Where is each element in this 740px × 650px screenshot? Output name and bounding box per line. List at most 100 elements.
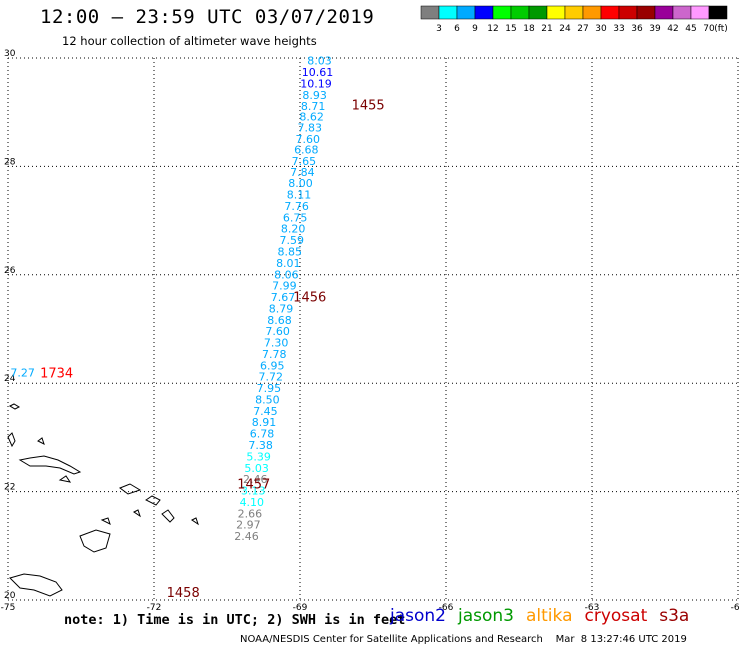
wave-height-value: 7.30: [264, 337, 289, 350]
scale-tick-label: 36: [631, 24, 643, 34]
satellite-legend-item: jason2: [390, 606, 446, 626]
wave-height-value: 7.78: [262, 348, 287, 361]
coastline-island-b: [161, 509, 175, 523]
wave-height-value: 7.83: [297, 121, 322, 134]
wave-height-value: 8.20: [281, 223, 306, 236]
scale-tick-label: 6: [454, 24, 460, 34]
scale-tick-label: 30: [595, 24, 607, 34]
wave-height-value: 8.85: [278, 245, 303, 258]
wave-height-value: 7.59: [279, 234, 304, 247]
wave-height-value: 2.46: [234, 530, 259, 543]
scale-tick-label: 15: [505, 24, 516, 34]
longitude-tick-label: -69: [293, 603, 308, 610]
wave-height-value: 8.71: [301, 100, 326, 113]
wave-height-value: 3.13: [241, 485, 266, 498]
wave-height-value: 7.27: [10, 366, 35, 379]
wave-height-value: 4.10: [240, 496, 265, 509]
coastline-bahamas-2: [7, 432, 16, 448]
lat-lon-grid: [7, 57, 739, 601]
longitude-tick-label: -63: [585, 603, 600, 610]
wave-height-map: -75 -72 -69 -66 -63 -60 30 28 26 24 22 20 8.0310.61…: [1, 49, 740, 610]
wave-height-value: 8.03: [307, 55, 332, 68]
coastline-cuba: [18, 455, 82, 475]
wave-height-value: 2.46: [243, 473, 268, 486]
latitude-tick-label: 22: [4, 483, 15, 493]
satellite-legend: jason2 jason3 altika cryosat s3a: [390, 606, 701, 626]
land-outlines: [7, 403, 199, 597]
wave-height-value: 10.19: [300, 77, 332, 90]
footer-credit: NOAA/NESDIS Center for Satellite Applica…: [240, 634, 687, 645]
page-subtitle: 12 hour collection of altimeter wave hei…: [62, 34, 317, 48]
wave-height-value: 10.61: [302, 66, 334, 79]
scale-tick-label: 45: [685, 24, 696, 34]
scale-tick-label: 33: [613, 24, 624, 34]
wave-height-value: 7.67: [271, 291, 296, 304]
coastline-hispaniola-north: [79, 529, 111, 553]
satellite-legend-item: s3a: [659, 606, 690, 626]
coastline-island-d: [191, 517, 199, 526]
satellite-legend-item: altika: [526, 606, 573, 626]
wave-height-value: 6.95: [260, 359, 285, 372]
wave-height-value: 6.78: [250, 428, 275, 441]
scale-tick-label: 18: [523, 24, 535, 34]
wave-height-value: 5.03: [244, 462, 269, 475]
wave-height-value: 6.68: [294, 144, 319, 157]
pass-time-label: 1734: [40, 366, 73, 381]
coastline-turks: [118, 483, 142, 495]
pass-time-label: 1458: [167, 586, 200, 601]
wave-height-value: 7.38: [248, 439, 273, 452]
coastline-bahamas-north: [8, 403, 21, 410]
scale-tick-label: 21: [541, 24, 552, 34]
wave-height-value: 7.65: [292, 155, 317, 168]
wave-height-value: 7.84: [290, 166, 315, 179]
wave-height-value: 8.91: [252, 416, 277, 429]
coastline-bahamas-south: [58, 475, 72, 483]
coastline-bahamas-3: [37, 437, 45, 445]
scale-swatch: [708, 5, 728, 20]
scale-tick-label: 39: [649, 24, 661, 34]
wave-height-value: 7.76: [284, 200, 309, 213]
wave-height-value: 2.66: [238, 507, 263, 520]
wave-height-value: 8.62: [299, 111, 324, 124]
scale-unit-label: (ft): [714, 24, 728, 34]
satellite-legend-item: cryosat: [584, 606, 648, 626]
axis-tick-labels: -75 -72 -69 -66 -63 -60 30 28 26 24 22 20: [1, 49, 740, 610]
scale-tick-label: 70: [703, 24, 715, 34]
scale-tick-label: 24: [559, 24, 571, 34]
wave-height-value: 8.00: [288, 177, 313, 190]
wave-height-value: 7.60: [296, 133, 321, 146]
satellite-legend-item: jason3: [458, 606, 514, 626]
longitude-tick-label: -72: [147, 603, 162, 610]
wave-height-value: 8.06: [274, 268, 299, 281]
wave-height-value: 8.50: [255, 393, 280, 406]
wave-height-value: 8.01: [276, 257, 301, 270]
wave-height-value: 7.99: [272, 280, 297, 293]
color-scale-legend: 3 6 9 12 15 18 21 24 27 30 33 36 39 42 45 70 (ft): [420, 5, 728, 34]
wave-height-value: 6.75: [283, 211, 308, 224]
longitude-tick-label: -75: [1, 603, 16, 610]
scale-tick-label: 12: [487, 24, 498, 34]
scale-tick-label: 42: [667, 24, 678, 34]
latitude-tick-label: 26: [4, 266, 16, 276]
wave-height-value: 7.45: [253, 405, 278, 418]
latitude-tick-label: 28: [4, 157, 16, 167]
pass-time-label: 1455: [352, 99, 385, 114]
footer-note: note: 1) Time is in UTC; 2) SWH is in fe…: [64, 612, 406, 628]
latitude-tick-label: 30: [4, 49, 16, 59]
wave-height-value: 8.11: [287, 189, 312, 202]
longitude-tick-label: -60: [731, 603, 740, 610]
pass-time-label: 1457: [237, 477, 270, 492]
wave-height-value: 7.60: [265, 325, 290, 338]
coastline-hispaniola-west: [9, 573, 63, 597]
pass-time-labels: 1455 1456 1457 1458 1734: [40, 99, 385, 601]
wave-height-value: 8.79: [269, 302, 294, 315]
latitude-tick-label: 24: [4, 374, 16, 384]
altimeter-track: 8.0310.6110.198.938.718.627.837.606.687.…: [10, 55, 333, 543]
scale-tick-label: 9: [472, 24, 478, 34]
coastline-caicos: [145, 495, 161, 506]
wave-height-value: 5.39: [246, 450, 271, 463]
scale-tick-label: 3: [436, 24, 442, 34]
wave-height-value: 7.95: [257, 382, 282, 395]
longitude-tick-label: -66: [439, 603, 454, 610]
